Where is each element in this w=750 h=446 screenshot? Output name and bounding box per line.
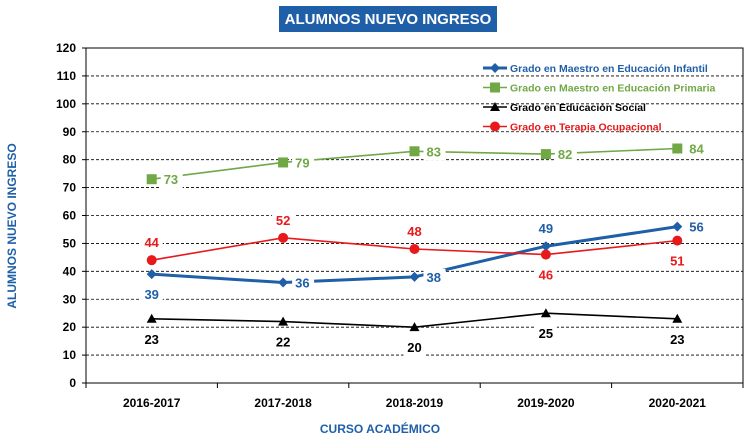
data-labels: 39 36 38 49 56 73 79 83 82 84 23 22 20 25 23 44 52 48 46 51 bbox=[140, 140, 709, 357]
data-label: 48 bbox=[407, 224, 421, 239]
data-point bbox=[146, 269, 157, 280]
data-label-bg bbox=[140, 234, 163, 252]
data-label: 73 bbox=[164, 172, 178, 187]
data-label: 83 bbox=[427, 144, 441, 159]
data-label-bg bbox=[423, 143, 446, 161]
data-label: 23 bbox=[144, 332, 158, 347]
data-label-bg bbox=[292, 274, 315, 292]
y-tick-label: 80 bbox=[63, 153, 77, 167]
data-label-bg bbox=[160, 171, 183, 189]
data-point bbox=[540, 149, 551, 160]
data-point bbox=[409, 244, 420, 254]
data-label: 25 bbox=[539, 326, 553, 341]
y-axis-title: ALUMNOS NUEVO INGRESO bbox=[5, 143, 19, 308]
data-label: 49 bbox=[539, 221, 553, 236]
data-label: 39 bbox=[144, 287, 158, 302]
y-tick-label: 0 bbox=[69, 376, 76, 390]
x-tick-labels: 2016-2017 2017-2018 2018-2019 2019-2020 2020… bbox=[123, 396, 706, 410]
data-point bbox=[490, 121, 500, 132]
data-label: 82 bbox=[558, 147, 572, 162]
data-label-bg bbox=[534, 325, 557, 343]
data-label-bg bbox=[554, 146, 577, 164]
data-label-bg bbox=[292, 154, 315, 172]
x-tick-label: 2019-2020 bbox=[517, 396, 575, 410]
data-label: 44 bbox=[144, 235, 159, 250]
data-point bbox=[490, 63, 500, 73]
legend-entry: Grado en Maestro en Educación Primaria bbox=[510, 83, 716, 95]
y-tick-label: 60 bbox=[63, 209, 77, 223]
data-point bbox=[672, 143, 683, 154]
data-label: 56 bbox=[689, 220, 703, 235]
y-tick-label: 100 bbox=[56, 97, 76, 111]
data-label: 22 bbox=[276, 335, 290, 350]
data-label-bg bbox=[423, 268, 446, 286]
data-label-bg bbox=[686, 140, 709, 158]
data-label-bg bbox=[403, 223, 426, 240]
y-tick-label: 110 bbox=[57, 69, 77, 83]
axes bbox=[82, 47, 744, 388]
y-tick-label: 40 bbox=[63, 264, 77, 278]
data-label: 36 bbox=[295, 276, 309, 291]
x-tick-label: 2017-2018 bbox=[254, 396, 312, 410]
data-point bbox=[490, 82, 500, 93]
data-point bbox=[672, 235, 683, 246]
data-point bbox=[278, 157, 289, 168]
data-point bbox=[490, 102, 500, 111]
x-tick-label: 2018-2019 bbox=[386, 396, 444, 410]
data-label: 51 bbox=[670, 254, 684, 269]
series-lines bbox=[146, 143, 683, 332]
data-point bbox=[540, 241, 551, 252]
y-tick-label: 20 bbox=[63, 320, 77, 334]
data-point bbox=[278, 277, 289, 288]
data-label-bg bbox=[403, 339, 426, 357]
data-label-bg bbox=[534, 220, 557, 238]
data-label: 84 bbox=[689, 142, 704, 157]
data-label: 52 bbox=[276, 213, 290, 228]
legend: Grado en Maestro en Educación Infantil Gr… bbox=[483, 63, 716, 134]
data-label: 79 bbox=[295, 155, 309, 170]
data-point bbox=[409, 322, 420, 332]
x-tick-label: 2016-2017 bbox=[123, 396, 181, 410]
x-axis-title: CURSO ACADÉMICO bbox=[320, 421, 440, 436]
y-tick-label: 50 bbox=[63, 236, 77, 250]
data-point bbox=[146, 313, 157, 323]
legend-entry: Grado en Maestro en Educación Infantil bbox=[510, 63, 708, 75]
y-tick-labels: 0 10 20 30 40 50 60 70 80 90 100 110 120 bbox=[56, 41, 76, 390]
data-label-bg bbox=[686, 218, 709, 236]
data-label-bg bbox=[140, 286, 163, 304]
data-point bbox=[146, 255, 157, 266]
data-point bbox=[540, 308, 551, 318]
data-point bbox=[672, 313, 683, 323]
data-label-bg bbox=[272, 211, 295, 229]
data-label: 23 bbox=[670, 332, 684, 347]
data-label: 38 bbox=[427, 270, 441, 285]
data-label-bg bbox=[534, 266, 557, 284]
data-point bbox=[672, 221, 683, 232]
data-point bbox=[278, 316, 289, 326]
y-tick-label: 70 bbox=[63, 181, 77, 195]
data-point bbox=[540, 249, 551, 260]
data-label-bg bbox=[272, 333, 295, 351]
data-label: 20 bbox=[407, 340, 421, 355]
chart-title: ALUMNOS NUEVO INGRESO bbox=[279, 6, 497, 32]
legend-entry: Grado en Terapia Ocupacional bbox=[510, 122, 662, 134]
y-tick-label: 90 bbox=[63, 125, 77, 139]
data-label-bg bbox=[666, 252, 689, 270]
x-tick-label: 2020-2021 bbox=[649, 396, 707, 410]
data-point bbox=[146, 174, 157, 185]
data-label: 46 bbox=[539, 268, 553, 283]
y-tick-label: 30 bbox=[63, 292, 77, 306]
data-point bbox=[409, 271, 420, 282]
data-label-bg bbox=[140, 330, 163, 348]
data-point bbox=[278, 232, 289, 243]
y-tick-label: 10 bbox=[63, 348, 77, 362]
data-label-bg bbox=[666, 330, 689, 348]
data-point bbox=[409, 146, 420, 157]
y-tick-label: 120 bbox=[56, 41, 76, 55]
legend-entry: Grado en Educación Social bbox=[510, 102, 646, 114]
plot-border bbox=[85, 47, 744, 384]
